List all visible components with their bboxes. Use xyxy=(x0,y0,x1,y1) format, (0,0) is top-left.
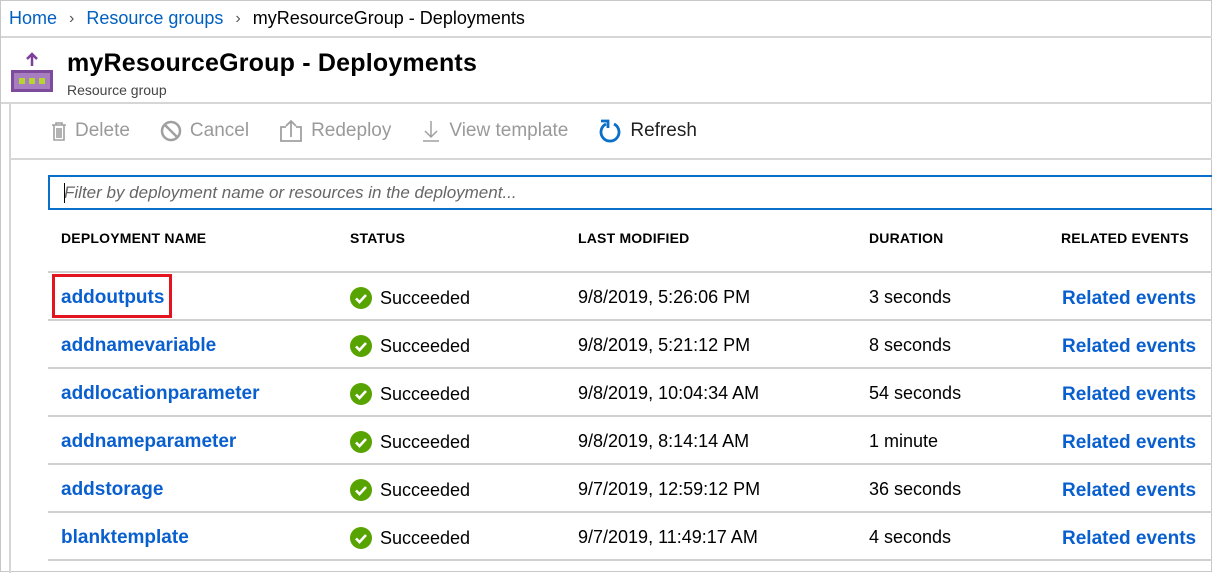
breadcrumb-current: myResourceGroup - Deployments xyxy=(252,8,525,28)
redeploy-button[interactable]: Redeploy xyxy=(279,119,391,143)
upload-icon xyxy=(280,119,302,142)
status-text: Succeeded xyxy=(380,383,471,404)
filter-placeholder: Filter by deployment name or resources i… xyxy=(64,182,517,202)
column-header-related-events[interactable]: RELATED EVENTS xyxy=(1061,230,1189,246)
breadcrumb: Home › Resource groups › myResourceGroup… xyxy=(1,1,1212,38)
success-check-icon xyxy=(350,335,372,357)
success-check-icon xyxy=(350,383,372,405)
highlight-box xyxy=(52,274,172,318)
chevron-right-icon: › xyxy=(235,9,241,27)
cancel-icon xyxy=(160,120,182,142)
success-check-icon xyxy=(350,287,372,309)
duration-cell: 36 seconds xyxy=(869,479,962,499)
duration-cell: 4 seconds xyxy=(869,527,952,547)
deployment-name-link[interactable]: addstorage xyxy=(61,479,164,500)
status-cell: Succeeded xyxy=(350,335,470,357)
delete-button[interactable]: Delete xyxy=(51,120,130,142)
last-modified-cell: 9/7/2019, 11:49:17 AM xyxy=(578,527,758,547)
status-text: Succeeded xyxy=(380,287,471,308)
duration-cell: 1 minute xyxy=(869,431,939,451)
redeploy-label: Redeploy xyxy=(311,120,392,141)
related-events-link[interactable]: Related events xyxy=(1062,432,1197,453)
status-cell: Succeeded xyxy=(350,479,470,501)
status-cell: Succeeded xyxy=(350,431,470,453)
divider xyxy=(9,104,11,573)
duration-cell: 54 seconds xyxy=(869,383,962,403)
status-cell: Succeeded xyxy=(350,527,470,549)
status-text: Succeeded xyxy=(380,527,471,548)
trash-icon xyxy=(52,122,66,141)
delete-label: Delete xyxy=(75,120,130,141)
deployment-name-link[interactable]: addnamevariable xyxy=(61,335,217,356)
column-header-duration[interactable]: DURATION xyxy=(869,230,944,246)
divider xyxy=(48,559,1212,561)
success-check-icon xyxy=(350,479,372,501)
status-cell: Succeeded xyxy=(350,287,470,309)
last-modified-cell: 9/8/2019, 5:21:12 PM xyxy=(578,335,751,355)
breadcrumb-home[interactable]: Home xyxy=(9,8,58,28)
deployment-name-link[interactable]: blanktemplate xyxy=(61,527,189,548)
deployment-name-link[interactable]: addnameparameter xyxy=(61,431,237,452)
success-check-icon xyxy=(350,431,372,453)
cancel-label: Cancel xyxy=(189,120,250,141)
related-events-link[interactable]: Related events xyxy=(1062,528,1197,549)
related-events-link[interactable]: Related events xyxy=(1062,336,1197,357)
page-header: myResourceGroup - Deployments Resource g… xyxy=(1,38,1212,104)
chevron-right-icon: › xyxy=(69,9,75,27)
refresh-button[interactable]: Refresh xyxy=(598,118,697,144)
breadcrumb-resource-groups[interactable]: Resource groups xyxy=(86,8,224,28)
last-modified-cell: 9/8/2019, 10:04:34 AM xyxy=(578,383,760,403)
refresh-icon xyxy=(599,119,621,143)
related-events-link[interactable]: Related events xyxy=(1062,384,1197,405)
download-icon xyxy=(423,121,440,142)
cancel-button[interactable]: Cancel xyxy=(160,120,249,142)
duration-cell: 8 seconds xyxy=(869,335,952,355)
view-template-label: View template xyxy=(449,120,569,141)
last-modified-cell: 9/7/2019, 12:59:12 PM xyxy=(578,479,761,499)
column-header-last-modified[interactable]: LAST MODIFIED xyxy=(578,230,690,246)
column-header-status[interactable]: STATUS xyxy=(350,230,406,246)
filter-input[interactable]: Filter by deployment name or resources i… xyxy=(48,175,1212,210)
duration-cell: 3 seconds xyxy=(869,287,952,307)
table-row[interactable]: addstorage Succeeded 9/7/2019, 12:59:12 … xyxy=(48,463,1212,511)
table-row[interactable]: addlocationparameter Succeeded 9/8/2019,… xyxy=(48,367,1212,415)
deployment-name-link[interactable]: addlocationparameter xyxy=(61,383,260,404)
last-modified-cell: 9/8/2019, 5:26:06 PM xyxy=(578,287,751,307)
resource-group-icon xyxy=(11,52,53,92)
refresh-label: Refresh xyxy=(630,120,697,141)
page-subtitle: Resource group xyxy=(67,82,167,98)
status-cell: Succeeded xyxy=(350,383,470,405)
success-check-icon xyxy=(350,527,372,549)
last-modified-cell: 9/8/2019, 8:14:14 AM xyxy=(578,431,750,451)
status-text: Succeeded xyxy=(380,479,471,500)
page-title: myResourceGroup - Deployments xyxy=(67,49,478,77)
text-cursor xyxy=(64,183,65,203)
table-row[interactable]: addoutputs Succeeded 9/8/2019, 5:26:06 P… xyxy=(48,271,1212,319)
table-row[interactable]: addnameparameter Succeeded 9/8/2019, 8:1… xyxy=(48,415,1212,463)
deployment-name-link[interactable]: addoutputs xyxy=(61,287,165,308)
status-text: Succeeded xyxy=(380,431,471,452)
status-text: Succeeded xyxy=(380,335,471,356)
table-row[interactable]: addnamevariable Succeeded 9/8/2019, 5:21… xyxy=(48,319,1212,367)
toolbar: Delete Cancel Redeploy View template Ref… xyxy=(11,104,1212,160)
view-template-button[interactable]: View template xyxy=(421,119,568,143)
column-header-name[interactable]: DEPLOYMENT NAME xyxy=(61,230,207,246)
related-events-link[interactable]: Related events xyxy=(1062,480,1197,501)
related-events-link[interactable]: Related events xyxy=(1062,288,1197,309)
table-row[interactable]: blanktemplate Succeeded 9/7/2019, 11:49:… xyxy=(48,511,1212,559)
